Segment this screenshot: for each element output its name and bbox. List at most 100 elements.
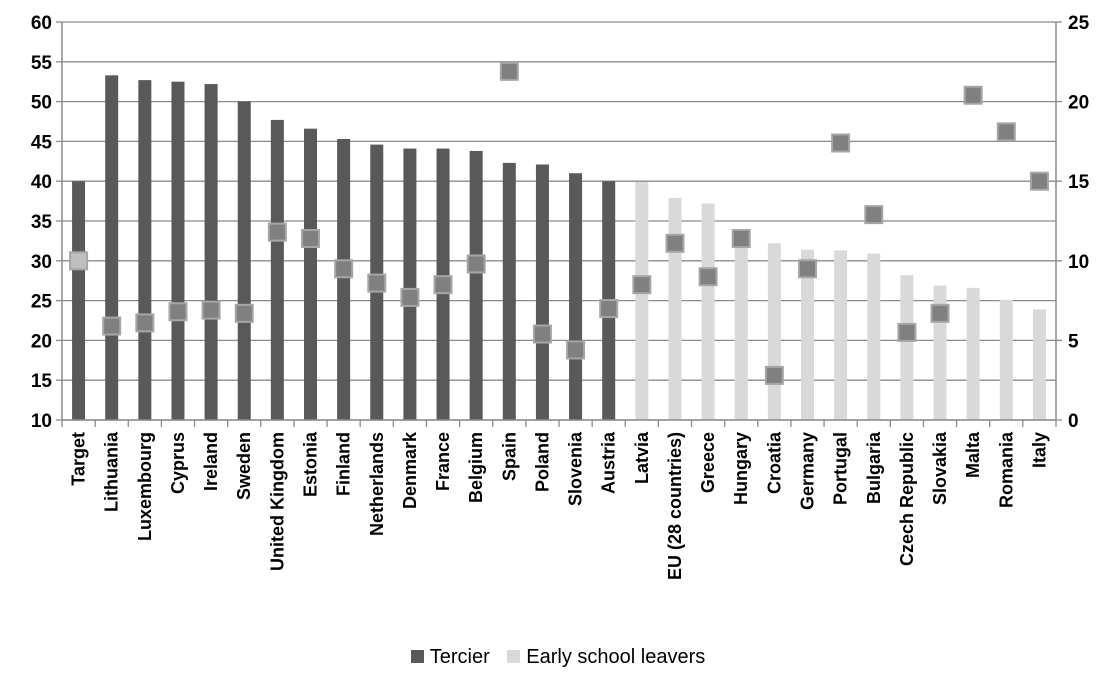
bar bbox=[668, 197, 682, 420]
bar bbox=[304, 128, 317, 420]
grid-lines bbox=[62, 21, 1056, 421]
right-tick-label: 25 bbox=[1068, 13, 1090, 34]
marker-point bbox=[135, 313, 155, 333]
legend: Tercier Early school leavers bbox=[0, 646, 1116, 669]
category-label: Poland bbox=[532, 432, 552, 492]
bar bbox=[469, 150, 483, 420]
marker-point bbox=[499, 61, 519, 81]
category-label: United Kingdom bbox=[267, 432, 287, 571]
left-tick-label: 45 bbox=[31, 132, 53, 153]
marker-point bbox=[201, 300, 221, 320]
marker-point bbox=[599, 299, 619, 319]
marker-point bbox=[69, 251, 89, 271]
right-tick-label: 0 bbox=[1068, 411, 1079, 432]
category-label: Croatia bbox=[764, 431, 784, 494]
marker-point bbox=[698, 267, 718, 287]
marker-point bbox=[1029, 171, 1049, 191]
category-label: Italy bbox=[1029, 432, 1049, 468]
category-label: Germany bbox=[798, 432, 818, 510]
marker-point bbox=[996, 122, 1016, 142]
bar bbox=[734, 237, 748, 420]
marker-point bbox=[334, 259, 354, 279]
marker-point bbox=[897, 322, 917, 342]
left-tick-label: 15 bbox=[31, 371, 53, 392]
category-label: Luxembourg bbox=[135, 432, 155, 541]
marker-point bbox=[168, 302, 188, 322]
marker-point bbox=[798, 259, 817, 279]
bar bbox=[138, 80, 152, 420]
marker-point bbox=[234, 303, 254, 323]
marker-point bbox=[532, 324, 552, 344]
legend-label-tercier: Tercier bbox=[429, 646, 490, 668]
bar bbox=[72, 181, 86, 420]
left-tick-label: 10 bbox=[31, 411, 52, 432]
category-label: Latvia bbox=[632, 431, 652, 484]
marker-point bbox=[864, 205, 884, 225]
right-tick-label: 5 bbox=[1068, 331, 1079, 352]
category-label: Sweden bbox=[234, 432, 254, 500]
bar bbox=[801, 249, 814, 420]
category-label: Hungary bbox=[731, 432, 751, 505]
category-label: EU (28 countries) bbox=[665, 432, 685, 580]
marker-series bbox=[69, 61, 1049, 385]
category-label: Lithuania bbox=[102, 431, 122, 512]
marker-point bbox=[367, 273, 387, 293]
category-label: Belgium bbox=[466, 432, 486, 503]
left-tick-label: 30 bbox=[31, 252, 52, 273]
left-tick-label: 35 bbox=[31, 212, 53, 233]
bar bbox=[569, 173, 583, 420]
bar bbox=[204, 84, 218, 420]
left-tick-label: 20 bbox=[31, 331, 52, 352]
marker-point bbox=[102, 316, 122, 336]
bar bbox=[105, 75, 119, 420]
bar bbox=[900, 275, 914, 420]
bar bbox=[270, 119, 284, 421]
bar bbox=[535, 164, 549, 420]
left-tick-label: 50 bbox=[31, 93, 52, 114]
marker-point bbox=[665, 233, 685, 253]
bar bbox=[867, 253, 881, 420]
bar bbox=[403, 148, 417, 420]
bar bbox=[1032, 309, 1046, 420]
marker-point bbox=[566, 340, 586, 360]
marker-point bbox=[301, 229, 320, 249]
marker-point bbox=[731, 229, 751, 249]
marker-point bbox=[433, 275, 453, 295]
right-tick-label: 10 bbox=[1068, 252, 1089, 273]
bar bbox=[635, 181, 649, 420]
category-label: Romania bbox=[996, 431, 1016, 508]
category-label: Denmark bbox=[400, 431, 420, 509]
bar bbox=[966, 287, 980, 420]
category-label: Slovenia bbox=[566, 431, 586, 506]
category-label: Slovakia bbox=[930, 431, 950, 505]
legend-label-early-school-leavers: Early school leavers bbox=[526, 646, 706, 668]
marker-point bbox=[466, 254, 486, 274]
left-tick-label: 25 bbox=[31, 292, 53, 313]
marker-point bbox=[764, 365, 784, 385]
category-label: Spain bbox=[499, 432, 519, 481]
category-label: France bbox=[433, 432, 453, 491]
marker-point bbox=[963, 85, 983, 105]
bar bbox=[237, 101, 251, 420]
right-tick-label: 15 bbox=[1068, 172, 1090, 193]
bar bbox=[701, 203, 715, 420]
legend-swatch-early-school-leavers bbox=[507, 650, 521, 663]
marker-point bbox=[267, 222, 287, 242]
bar bbox=[767, 243, 781, 420]
category-label: Finland bbox=[334, 432, 354, 496]
bar bbox=[999, 299, 1013, 420]
category-label: Bulgaria bbox=[864, 431, 884, 504]
left-tick-label: 40 bbox=[31, 172, 52, 193]
bar-series bbox=[72, 75, 1046, 421]
category-label: Ireland bbox=[201, 432, 221, 491]
category-label: Austria bbox=[599, 431, 619, 494]
category-label: Greece bbox=[698, 432, 718, 493]
category-label: Portugal bbox=[831, 432, 851, 505]
marker-point bbox=[632, 275, 652, 295]
left-tick-label: 55 bbox=[31, 53, 53, 74]
category-label: Netherlands bbox=[367, 432, 387, 536]
marker-point bbox=[831, 133, 851, 153]
legend-item-tercier: Tercier bbox=[410, 646, 490, 669]
right-tick-label: 20 bbox=[1068, 93, 1089, 114]
legend-swatch-tercier bbox=[410, 650, 424, 663]
